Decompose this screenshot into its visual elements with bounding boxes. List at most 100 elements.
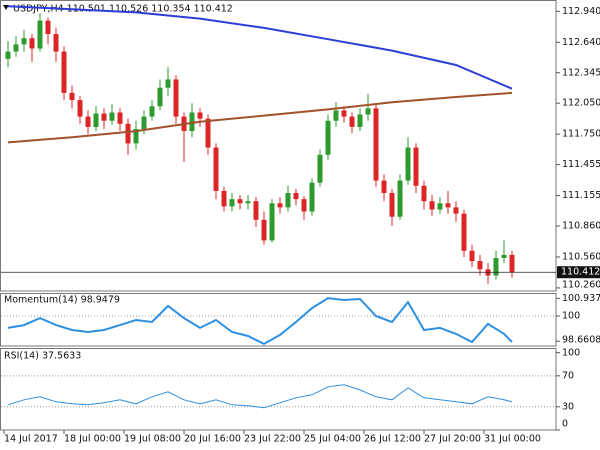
x-tick-label: 23 Jul 22:00	[244, 434, 301, 445]
candle-body	[165, 79, 171, 88]
candle-body	[173, 79, 179, 117]
momentum-title: Momentum(14) 98.9479	[4, 295, 120, 306]
y-tick-label: 30	[562, 401, 574, 412]
candle-body	[445, 203, 451, 208]
y-tick-label: 100.9372	[562, 293, 600, 304]
candle-body	[301, 199, 307, 212]
candle-body	[509, 254, 515, 273]
candle-body	[253, 201, 259, 220]
y-tick-label: 110.860	[562, 220, 600, 231]
y-tick-label: 112.345	[562, 67, 600, 78]
candle-body	[373, 108, 379, 181]
candle-body	[93, 113, 99, 127]
candle-body	[61, 51, 67, 93]
candle-body	[37, 20, 43, 49]
candle-body	[277, 203, 283, 208]
indicator-line	[7, 384, 513, 409]
y-tick-label: 111.455	[562, 159, 600, 170]
candle-body	[269, 203, 275, 241]
moving-average	[7, 5, 513, 90]
rsi-title: RSI(14) 37.5633	[4, 351, 81, 362]
candle-body	[237, 199, 243, 204]
candle-body	[245, 201, 251, 204]
x-tick-label: 27 Jul 20:00	[424, 434, 481, 445]
candle-body	[69, 92, 75, 101]
candle-body	[229, 199, 235, 207]
x-tick-label: 14 Jul 2017	[4, 434, 58, 445]
candle-body	[45, 20, 51, 35]
x-tick-label: 18 Jul 00:00	[64, 434, 121, 445]
candle-body	[357, 114, 363, 127]
candle-body	[389, 192, 395, 217]
candle-body	[53, 34, 59, 52]
candle-body	[341, 110, 347, 117]
y-tick-label: 70	[562, 370, 574, 381]
x-tick-label: 31 Jul 00:00	[484, 434, 541, 445]
main-title: USDJPY,H4 110.501 110.526 110.354 110.41…	[13, 4, 233, 15]
candle-body	[221, 190, 227, 207]
y-tick-label: 112.640	[562, 37, 600, 48]
candle-body	[285, 192, 291, 208]
candle-body	[133, 128, 139, 144]
candle-body	[405, 147, 411, 181]
candle-body	[317, 154, 323, 183]
y-tick-label: 98.6608	[562, 335, 600, 346]
candle-body	[117, 112, 123, 124]
y-tick-label: 111.155	[562, 190, 600, 201]
candle-body	[333, 110, 339, 121]
candle-body	[365, 108, 371, 115]
candle-body	[141, 116, 147, 129]
candle-body	[157, 87, 163, 107]
y-tick-label: 110.260	[562, 280, 600, 291]
y-tick-label: 0	[562, 419, 568, 430]
candle-body	[205, 118, 211, 148]
last-price-label: 110.412	[561, 267, 600, 278]
candle-body	[421, 185, 427, 202]
x-tick-label: 25 Jul 04:00	[304, 434, 361, 445]
x-tick-label: 20 Jul 16:00	[184, 434, 241, 445]
y-tick-label: 100	[562, 311, 580, 322]
candle-body	[397, 180, 403, 217]
candle-body	[125, 123, 131, 144]
candle-body	[109, 112, 115, 121]
candle-body	[413, 147, 419, 186]
y-tick-label: 112.940	[562, 6, 600, 17]
candle-body	[453, 207, 459, 214]
candle-body	[309, 182, 315, 212]
candle-body	[149, 106, 155, 117]
y-tick-label: 100	[562, 348, 580, 359]
candle-body	[213, 147, 219, 191]
candle-body	[381, 180, 387, 193]
candle-body	[77, 100, 83, 117]
candle-body	[461, 213, 467, 251]
candle-body	[501, 254, 507, 258]
candle-body	[349, 116, 355, 127]
y-tick-label: 112.050	[562, 98, 600, 109]
candle-body	[437, 203, 443, 210]
menu-triangle	[3, 5, 9, 10]
y-tick-label: 111.750	[562, 129, 600, 140]
candle-body	[189, 112, 195, 132]
candle-body	[325, 120, 331, 155]
candle-body	[13, 44, 19, 52]
candle-body	[261, 219, 267, 241]
moving-average	[7, 91, 513, 144]
candle-body	[293, 192, 299, 200]
candle-body	[21, 38, 27, 45]
x-tick-label: 26 Jul 12:00	[364, 434, 421, 445]
candle-body	[29, 38, 35, 49]
candle-body	[493, 257, 499, 276]
panel-frame	[0, 348, 557, 431]
candle-body	[429, 201, 435, 210]
indicator-line	[7, 297, 513, 346]
candle-body	[85, 116, 91, 127]
candle-body	[101, 113, 107, 121]
candle-body	[197, 112, 203, 119]
x-tick-label: 19 Jul 08:00	[124, 434, 181, 445]
last-price-box	[557, 266, 600, 279]
candle-body	[477, 261, 483, 270]
panel-frame	[0, 293, 557, 347]
candle-body	[5, 51, 11, 59]
